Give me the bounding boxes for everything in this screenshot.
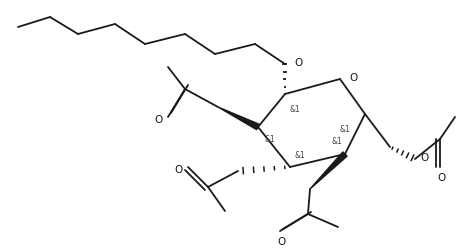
Polygon shape [218,108,259,130]
Text: &1: &1 [289,104,300,113]
Text: O: O [278,236,286,246]
Text: O: O [350,73,358,83]
Text: &1: &1 [332,136,343,145]
Text: O: O [438,172,446,182]
Text: O: O [421,152,429,162]
Text: &1: &1 [294,151,305,160]
Text: O: O [154,115,162,124]
Text: O: O [295,58,303,68]
Polygon shape [310,152,347,189]
Text: &1: &1 [340,124,350,133]
Text: &1: &1 [265,135,275,144]
Text: O: O [174,164,182,174]
